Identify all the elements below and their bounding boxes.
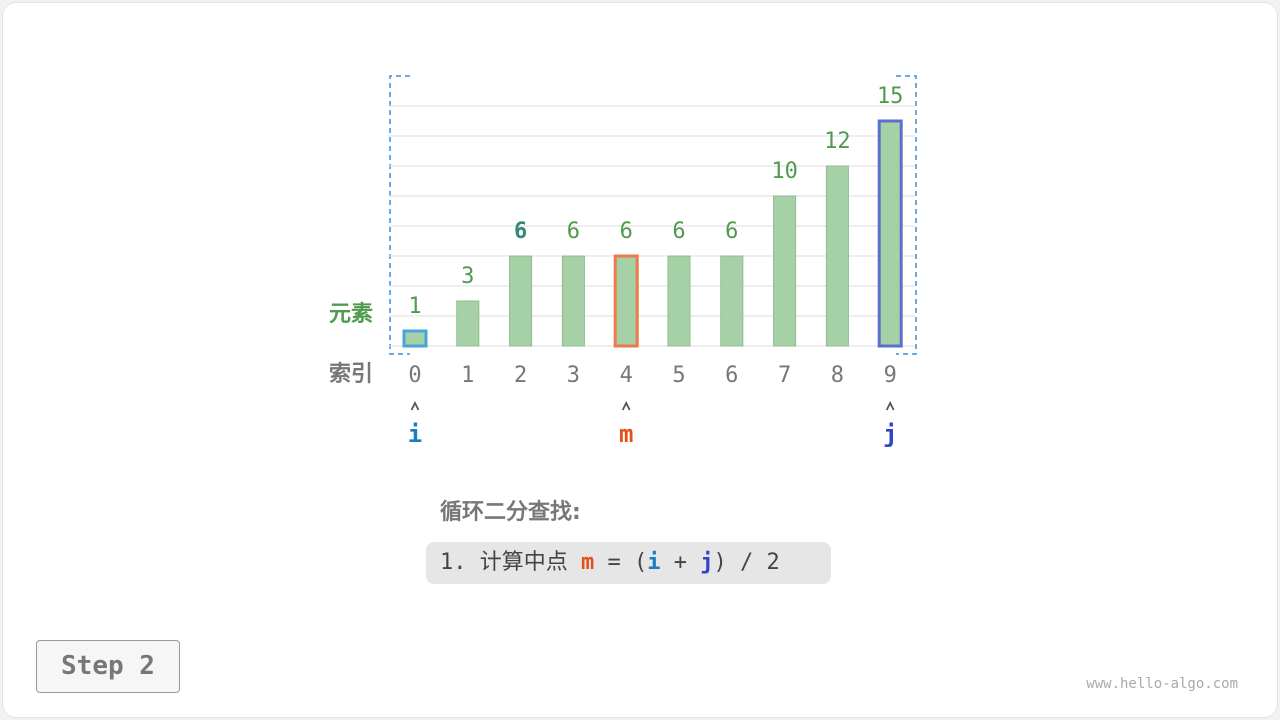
index-label: 1 — [461, 363, 474, 388]
bar — [456, 300, 480, 347]
index-label: 2 — [514, 363, 527, 388]
value-label: 12 — [824, 129, 851, 154]
value-label: 6 — [567, 219, 580, 244]
index-label: 4 — [620, 363, 633, 388]
formula-text: = ( — [594, 550, 648, 575]
index-label: 7 — [778, 363, 791, 388]
bar — [561, 255, 585, 347]
pointer-label: m — [619, 420, 633, 448]
value-label: 6 — [620, 219, 633, 244]
row-label: 索引 — [329, 362, 373, 387]
pointer-label: i — [408, 420, 422, 448]
pointer-arrow — [621, 400, 631, 411]
value-label: 6 — [672, 219, 685, 244]
value-label: 15 — [877, 84, 904, 109]
value-label: 6 — [725, 219, 738, 244]
bar — [825, 165, 849, 347]
formula-text: 1. 计算中点 — [440, 550, 581, 575]
index-label: 8 — [831, 363, 844, 388]
formula: 1. 计算中点 m = (i + j) / 2 — [426, 542, 831, 584]
bar — [509, 255, 533, 347]
formula-text: ) / 2 — [713, 550, 780, 575]
bar — [773, 195, 797, 347]
index-label: 9 — [884, 363, 897, 388]
value-label: 1 — [408, 294, 421, 319]
formula-text: + — [660, 550, 701, 575]
step-label: Step 2 — [36, 640, 180, 693]
formula-variable: m — [580, 550, 595, 575]
bar — [402, 329, 428, 348]
pointer-label: j — [883, 420, 897, 448]
value-label: 10 — [771, 159, 798, 184]
bar — [877, 119, 903, 348]
panel-title: 循环二分查找: — [440, 500, 581, 525]
bar — [613, 254, 639, 348]
formula-variable: j — [700, 550, 714, 575]
value-label: 3 — [461, 264, 474, 289]
bar — [720, 255, 744, 347]
formula-variable: i — [647, 550, 661, 575]
index-label: 3 — [567, 363, 580, 388]
bar — [667, 255, 691, 347]
pointer-arrow — [885, 400, 895, 411]
watermark: www.hello-algo.com — [1086, 676, 1238, 692]
value-label: 6 — [514, 219, 527, 244]
index-label: 6 — [725, 363, 738, 388]
index-label: 0 — [408, 363, 421, 388]
row-label: 元素 — [329, 301, 373, 327]
pointer-arrow — [410, 400, 420, 411]
index-label: 5 — [672, 363, 685, 388]
range-bracket — [389, 75, 917, 355]
